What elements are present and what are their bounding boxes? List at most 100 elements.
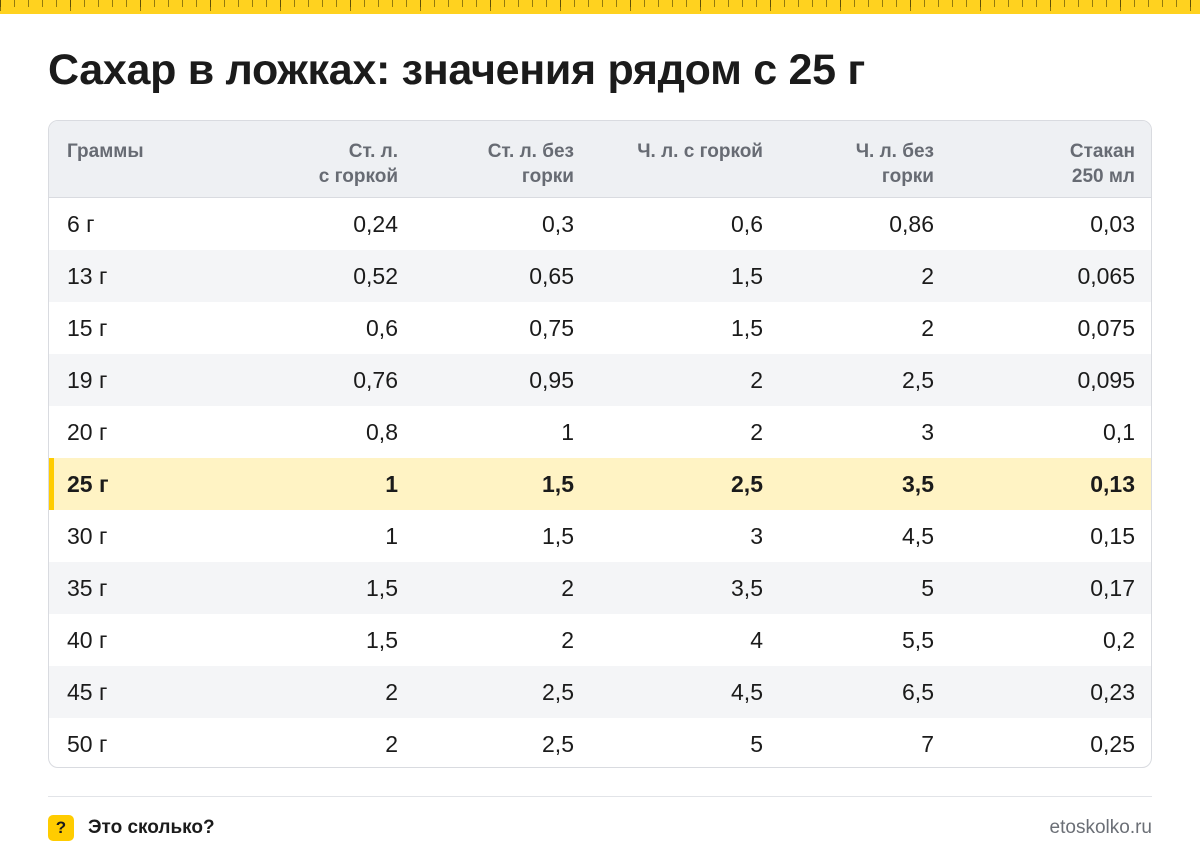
column-header-2: Ст. л. без горки bbox=[418, 121, 592, 198]
cell-grams: 25 г bbox=[49, 458, 153, 510]
cell-text: 3,5 bbox=[731, 574, 763, 601]
cell-text: 4,5 bbox=[731, 678, 763, 705]
cell-text: 2,5 bbox=[731, 470, 763, 497]
cell-value: 2,5 bbox=[418, 718, 592, 767]
table-row: 6 г 0,24 0,3 0,6 0,86 0,03 bbox=[49, 198, 1151, 251]
cell-text: 50 г bbox=[67, 730, 108, 757]
cell-text: 35 г bbox=[67, 574, 108, 601]
cell-text: 45 г bbox=[67, 678, 108, 705]
cell-text: 0,65 bbox=[529, 262, 574, 289]
cell-value: 1,5 bbox=[592, 250, 777, 302]
cell-value: 0,95 bbox=[418, 354, 592, 406]
cell-value: 5,5 bbox=[777, 614, 950, 666]
cell-text: 0,95 bbox=[529, 366, 574, 393]
cell-grams: 20 г bbox=[49, 406, 153, 458]
cell-grams: 45 г bbox=[49, 666, 153, 718]
cell-value: 1,5 bbox=[592, 302, 777, 354]
cell-value: 2 bbox=[153, 666, 418, 718]
table-row: 19 г 0,76 0,95 2 2,5 0,095 bbox=[49, 354, 1151, 406]
cell-text: 0,75 bbox=[529, 314, 574, 341]
cell-grams: 19 г bbox=[49, 354, 153, 406]
cell-value: 5 bbox=[592, 718, 777, 767]
cell-value: 1,5 bbox=[418, 458, 592, 510]
cell-value: 0,15 bbox=[950, 510, 1151, 562]
cell-text: 1 bbox=[385, 470, 398, 497]
table-row: 50 г 2 2,5 5 7 0,25 bbox=[49, 718, 1151, 767]
brand[interactable]: ? Это сколько? bbox=[48, 815, 215, 841]
cell-text: 0,17 bbox=[1090, 574, 1135, 601]
cell-grams: 40 г bbox=[49, 614, 153, 666]
cell-text: 2 bbox=[750, 418, 763, 445]
brand-name: Это сколько? bbox=[88, 817, 215, 838]
cell-text: 20 г bbox=[67, 418, 108, 445]
cell-text: 5 bbox=[921, 574, 934, 601]
cell-text: 7 bbox=[921, 730, 934, 757]
cell-text: 3 bbox=[921, 418, 934, 445]
cell-value: 0,1 bbox=[950, 406, 1151, 458]
cell-text: 4,5 bbox=[902, 522, 934, 549]
cell-text: 15 г bbox=[67, 314, 108, 341]
cell-text: 2 bbox=[561, 574, 574, 601]
cell-text: 0,075 bbox=[1077, 314, 1135, 341]
cell-value: 1,5 bbox=[418, 510, 592, 562]
conversion-table: Граммы Ст. л. с горкой Ст. л. без горки Ч. л.… bbox=[49, 121, 1151, 767]
cell-grams: 35 г bbox=[49, 562, 153, 614]
table-row: 13 г 0,52 0,65 1,5 2 0,065 bbox=[49, 250, 1151, 302]
cell-text: 1 bbox=[385, 522, 398, 549]
cell-value: 0,23 bbox=[950, 666, 1151, 718]
cell-text: 4 bbox=[750, 626, 763, 653]
cell-value: 2 bbox=[592, 354, 777, 406]
cell-value: 0,6 bbox=[592, 198, 777, 251]
cell-text: 0,6 bbox=[366, 314, 398, 341]
table-row: 45 г 2 2,5 4,5 6,5 0,23 bbox=[49, 666, 1151, 718]
cell-value: 2,5 bbox=[592, 458, 777, 510]
cell-text: 6 г bbox=[67, 210, 95, 237]
cell-value: 4 bbox=[592, 614, 777, 666]
cell-grams: 30 г bbox=[49, 510, 153, 562]
cell-text: 0,25 bbox=[1090, 730, 1135, 757]
cell-value: 2,5 bbox=[418, 666, 592, 718]
table-row: 30 г 1 1,5 3 4,5 0,15 bbox=[49, 510, 1151, 562]
cell-value: 0,3 bbox=[418, 198, 592, 251]
cell-value: 4,5 bbox=[592, 666, 777, 718]
cell-value: 0,24 bbox=[153, 198, 418, 251]
cell-text: 0,03 bbox=[1090, 210, 1135, 237]
cell-grams: 6 г bbox=[49, 198, 153, 251]
column-header-line: горки bbox=[521, 166, 574, 187]
cell-text: 13 г bbox=[67, 262, 108, 289]
cell-value: 2 bbox=[777, 302, 950, 354]
cell-text: 19 г bbox=[67, 366, 108, 393]
cell-text: 0,1 bbox=[1103, 418, 1135, 445]
cell-text: 0,52 bbox=[353, 262, 398, 289]
column-header-line: Ст. л. bbox=[348, 141, 398, 162]
table-row: 20 г 0,8 1 2 3 0,1 bbox=[49, 406, 1151, 458]
cell-text: 0,24 bbox=[353, 210, 398, 237]
cell-text: 0,2 bbox=[1103, 626, 1135, 653]
cell-text: 3 bbox=[750, 522, 763, 549]
table-row-highlighted: 25 г 1 1,5 2,5 3,5 0,13 bbox=[49, 458, 1151, 510]
cell-value: 2 bbox=[418, 562, 592, 614]
cell-value: 2 bbox=[418, 614, 592, 666]
cell-text: 0,15 bbox=[1090, 522, 1135, 549]
cell-text: 2,5 bbox=[902, 366, 934, 393]
cell-text: 2 bbox=[921, 262, 934, 289]
cell-text: 2 bbox=[385, 730, 398, 757]
cell-value: 0,095 bbox=[950, 354, 1151, 406]
cell-value: 4,5 bbox=[777, 510, 950, 562]
cell-value: 0,13 bbox=[950, 458, 1151, 510]
cell-value: 3 bbox=[777, 406, 950, 458]
cell-value: 0,76 bbox=[153, 354, 418, 406]
table-row: 40 г 1,5 2 4 5,5 0,2 bbox=[49, 614, 1151, 666]
cell-value: 2,5 bbox=[777, 354, 950, 406]
conversion-table-card: Граммы Ст. л. с горкой Ст. л. без горки Ч. л.… bbox=[48, 120, 1152, 768]
cell-value: 1 bbox=[418, 406, 592, 458]
cell-value: 2 bbox=[777, 250, 950, 302]
site-link[interactable]: etoskolko.ru bbox=[1049, 817, 1152, 838]
cell-text: 25 г bbox=[67, 470, 109, 497]
table-header-row: Граммы Ст. л. с горкой Ст. л. без горки Ч. л.… bbox=[49, 121, 1151, 198]
cell-text: 0,8 bbox=[366, 418, 398, 445]
cell-value: 3 bbox=[592, 510, 777, 562]
cell-text: 0,6 bbox=[731, 210, 763, 237]
cell-value: 0,65 bbox=[418, 250, 592, 302]
cell-value: 0,52 bbox=[153, 250, 418, 302]
